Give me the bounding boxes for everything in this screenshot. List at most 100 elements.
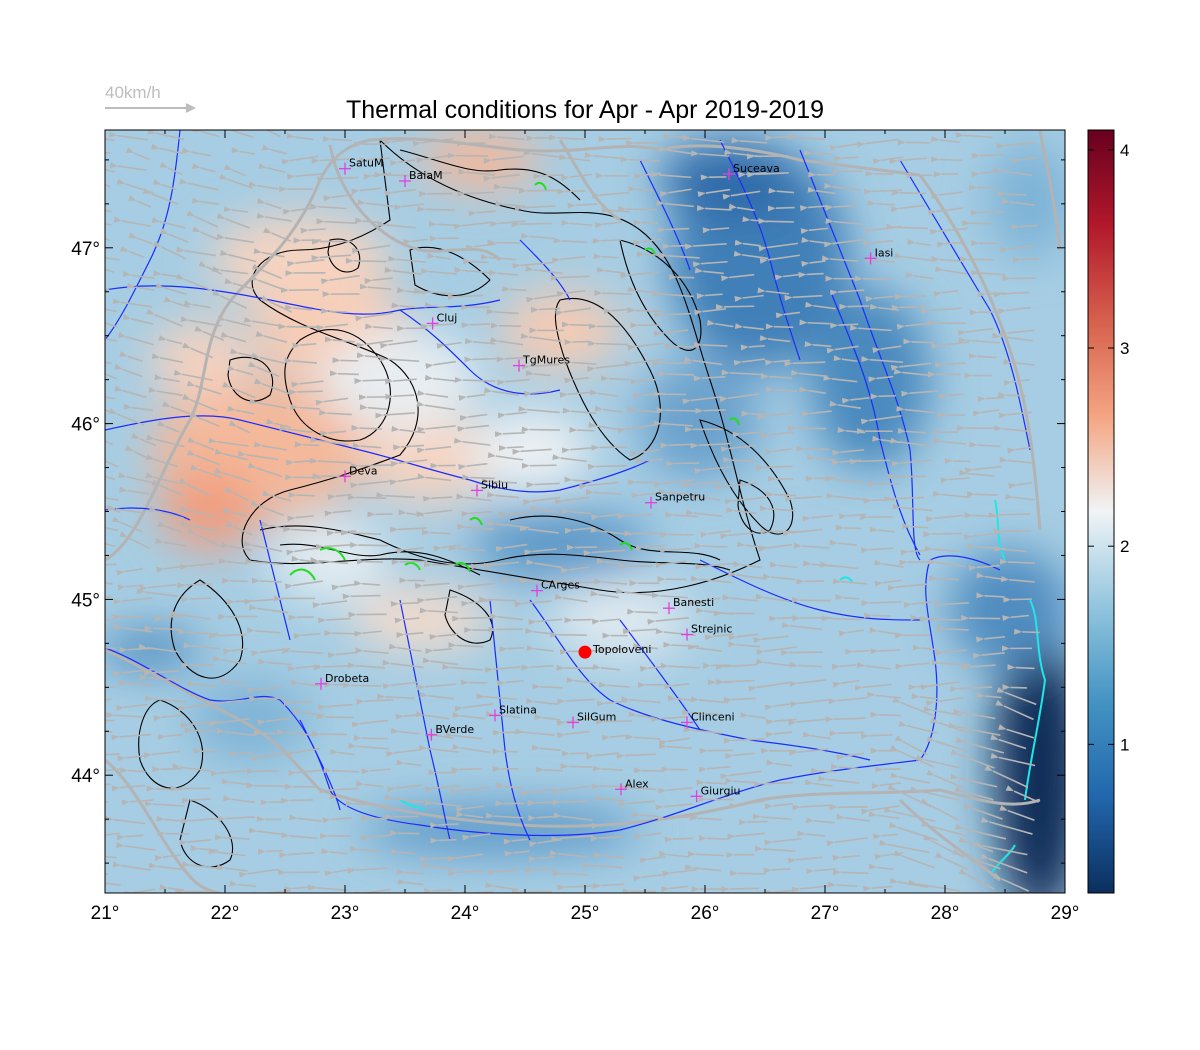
wind-arrow xyxy=(318,617,351,624)
wind-arrow xyxy=(216,864,248,872)
wind-arrow xyxy=(417,425,456,433)
wind-arrow xyxy=(352,442,382,449)
wind-arrow xyxy=(151,479,184,496)
wind-arrow xyxy=(665,511,698,518)
wind-arrow xyxy=(802,731,832,740)
wind-arrow xyxy=(319,787,359,794)
wind-arrow xyxy=(682,134,724,143)
wind-arrow xyxy=(345,257,387,264)
wind-arrow xyxy=(461,510,492,517)
wind-arrow xyxy=(700,530,732,538)
wind-arrow xyxy=(787,134,826,141)
wind-arrow xyxy=(830,763,858,770)
wind-arrow xyxy=(105,268,115,273)
wind-arrow xyxy=(757,287,790,295)
wind-arrow xyxy=(697,188,731,198)
wind-arrow xyxy=(935,266,968,275)
wind-arrow xyxy=(153,714,183,722)
wind-arrow xyxy=(651,592,688,599)
wind-arrow xyxy=(732,431,763,438)
wind-arrow xyxy=(487,491,519,499)
wind-arrow xyxy=(177,582,213,589)
wind-arrow xyxy=(798,271,824,278)
wind-arrow xyxy=(160,228,189,243)
wind-arrow xyxy=(756,411,795,421)
wind-arrow xyxy=(316,218,358,225)
wind-arrow xyxy=(921,821,967,837)
wind-arrow xyxy=(658,787,693,794)
wind-arrow xyxy=(923,834,964,859)
wind-arrow xyxy=(585,489,623,496)
colorbar-ticks: 1 2 3 4 xyxy=(1088,141,1129,754)
wind-arrow xyxy=(514,600,552,608)
wind-arrow xyxy=(883,806,936,823)
wind-arrow xyxy=(740,711,767,719)
wind-arrow xyxy=(456,493,492,502)
wind-arrow xyxy=(117,331,155,346)
wind-arrow xyxy=(288,491,316,498)
wind-arrow xyxy=(359,157,391,164)
wind-arrow xyxy=(892,696,936,717)
wind-arrow xyxy=(766,386,798,393)
wind-arrow xyxy=(763,867,791,874)
lat-tick-label: 47° xyxy=(71,239,100,260)
wind-arrow xyxy=(320,274,360,285)
wind-arrow xyxy=(379,355,420,363)
wind-arrow xyxy=(594,405,623,413)
wind-arrow xyxy=(222,507,248,517)
wind-arrow xyxy=(464,338,496,345)
wind-arrow xyxy=(768,187,795,194)
wind-arrow xyxy=(976,572,1003,580)
wind-arrow xyxy=(327,651,358,659)
wind-arrow xyxy=(695,562,734,570)
wind-arrow xyxy=(747,171,789,178)
wind-arrow xyxy=(416,683,456,691)
wind-arrow xyxy=(390,848,416,855)
lon-tick-label: 26° xyxy=(691,903,720,924)
wind-arrow xyxy=(350,480,390,489)
wind-arrow xyxy=(105,665,112,668)
wind-arrow xyxy=(424,374,456,382)
wind-arrow xyxy=(892,503,933,512)
wind-arrow xyxy=(276,728,315,737)
wind-arrow xyxy=(288,389,323,396)
wind-arrow xyxy=(292,342,317,349)
wind-arrow xyxy=(223,205,249,213)
wind-arrow xyxy=(122,314,154,325)
wind-arrow xyxy=(108,131,149,141)
wind-arrow xyxy=(462,832,491,841)
wind-arrow xyxy=(907,238,932,247)
wind-arrow xyxy=(216,727,255,736)
wind-arrow xyxy=(286,132,314,141)
wind-arrow xyxy=(258,658,292,666)
station-label: Alex xyxy=(625,777,649,790)
wind-arrow xyxy=(801,410,832,418)
wind-arrow xyxy=(498,511,527,518)
wind-arrow xyxy=(841,396,870,404)
wind-arrow xyxy=(561,321,595,328)
wind-arrow xyxy=(758,242,799,252)
lon-tick-label: 24° xyxy=(451,903,480,924)
wind-arrow xyxy=(417,389,449,398)
wind-arrow xyxy=(105,237,111,242)
wind-arrow xyxy=(320,430,347,437)
wind-arrow xyxy=(495,543,528,553)
wind-arrow xyxy=(214,467,252,483)
wind-arrow xyxy=(454,376,496,383)
wind-arrow xyxy=(775,311,801,319)
wind-arrow xyxy=(755,593,790,603)
wind-arrow xyxy=(557,884,594,891)
wind-arrow xyxy=(740,344,765,351)
wind-arrow xyxy=(804,779,833,787)
wind-arrow xyxy=(1002,684,1027,691)
wind-arrow xyxy=(315,543,353,550)
wind-arrow xyxy=(182,147,212,157)
wind-arrow xyxy=(384,188,416,197)
wind-arrow xyxy=(148,862,187,871)
wind-arrow xyxy=(186,527,221,547)
wind-arrow xyxy=(261,144,287,155)
wind-arrow xyxy=(525,697,559,706)
high-altitude-markings xyxy=(289,181,740,581)
wind-arrow xyxy=(521,232,554,240)
wind-arrow xyxy=(181,596,212,603)
